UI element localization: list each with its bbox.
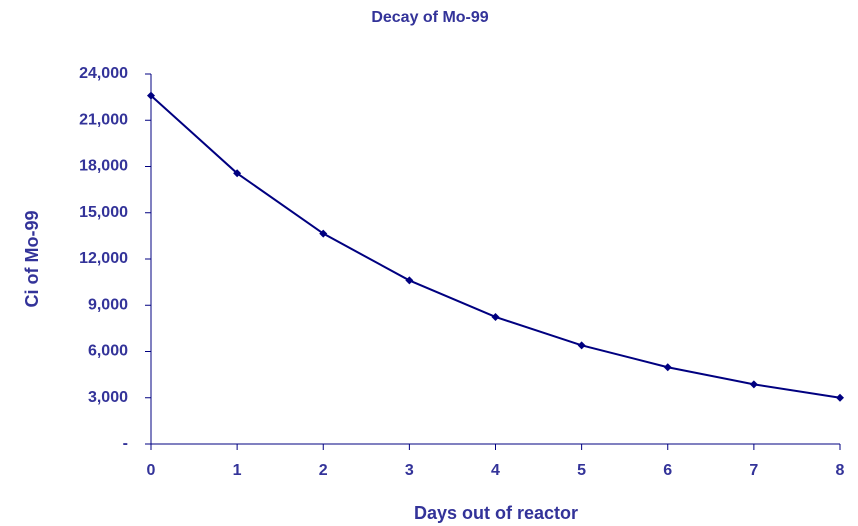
marker — [663, 363, 672, 372]
y-tick-label: 3,000 — [88, 389, 128, 406]
marker — [836, 393, 844, 402]
x-tick-label: 2 — [319, 462, 328, 479]
x-tick-label: 3 — [405, 462, 414, 479]
marker — [577, 341, 586, 350]
marker — [405, 276, 414, 285]
x-tick-label: 4 — [491, 462, 500, 479]
y-tick-label: - — [123, 435, 128, 452]
x-axis-label: Days out of reactor — [414, 503, 578, 523]
marker — [233, 169, 242, 178]
y-axis-label: Ci of Mo-99 — [22, 211, 42, 308]
x-tick-label: 7 — [749, 462, 758, 479]
x-tick-label: 0 — [147, 462, 156, 479]
y-tick-label: 12,000 — [79, 250, 128, 267]
x-tick-label: 5 — [577, 462, 586, 479]
y-tick-label: 9,000 — [88, 296, 128, 313]
marker — [491, 312, 500, 321]
x-tick-label: 8 — [836, 462, 845, 479]
chart-title: Decay of Mo-99 — [371, 9, 488, 26]
marker — [147, 91, 155, 100]
line — [150, 94, 841, 399]
y-tick-label: 24,000 — [79, 65, 128, 82]
y-tick-label: 21,000 — [79, 111, 128, 128]
y-tick-label: 6,000 — [88, 343, 128, 360]
x-tick-label: 1 — [233, 462, 242, 479]
y-tick-label: 18,000 — [79, 158, 128, 175]
y-tick-label: 15,000 — [79, 204, 128, 221]
x-tick-label: 6 — [663, 462, 672, 479]
marker — [319, 229, 328, 238]
marker — [749, 380, 758, 389]
